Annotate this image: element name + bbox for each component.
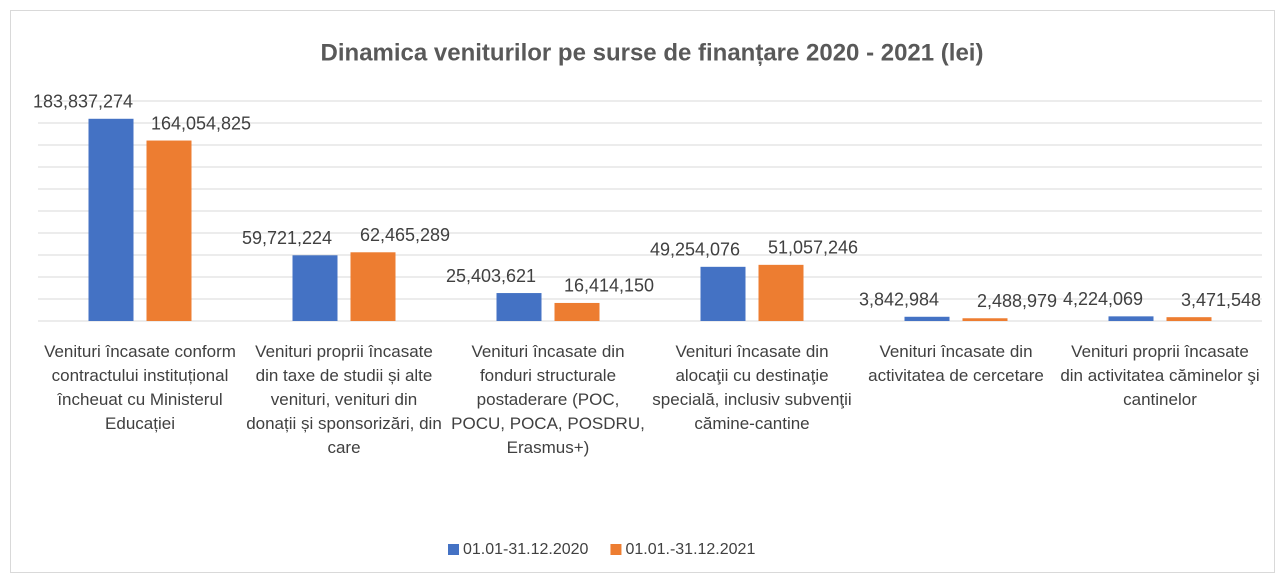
data-label: 16,414,150	[564, 276, 654, 296]
x-tick-label: Venituri încasate conform contractului i…	[44, 342, 236, 433]
x-tick-label: Venituri proprii încasate din taxe de st…	[246, 342, 442, 457]
legend-swatch	[448, 544, 459, 555]
data-label: 183,837,274	[33, 92, 133, 112]
legend-label: 01.01.-31.12.2021	[625, 541, 755, 558]
bar	[1166, 317, 1212, 321]
data-label: 51,057,246	[768, 238, 858, 258]
data-label: 4,224,069	[1063, 289, 1143, 309]
data-label: 59,721,224	[242, 228, 332, 248]
bar	[700, 266, 746, 321]
bar	[904, 316, 950, 321]
data-label: 49,254,076	[650, 240, 740, 260]
legend-label: 01.01-31.12.2020	[463, 541, 589, 558]
x-tick-label: Venituri încasate din alocaţii cu destin…	[652, 342, 852, 433]
bar	[292, 255, 338, 321]
data-label: 2,488,979	[977, 291, 1057, 311]
bar	[496, 293, 542, 321]
legend-swatch	[610, 544, 622, 555]
data-label: 3,471,548	[1181, 290, 1261, 310]
data-label: 164,054,825	[151, 113, 251, 133]
data-label: 25,403,621	[446, 266, 536, 286]
data-label: 62,465,289	[360, 225, 450, 245]
x-tick-label: Venituri încasate din activitatea de cer…	[868, 342, 1044, 385]
bar	[88, 118, 134, 322]
x-tick-label: Venituri încasate din fonduri structural…	[451, 342, 645, 457]
bar	[146, 140, 192, 321]
data-label: 3,842,984	[859, 290, 939, 310]
bar	[554, 302, 600, 321]
bar	[758, 264, 804, 321]
bar	[1108, 316, 1154, 321]
bar	[350, 252, 396, 321]
chart-border	[10, 10, 1275, 573]
x-tick-label: Venituri proprii încasate din activitate…	[1060, 342, 1260, 409]
chart-title: Dinamica veniturilor pe surse de finanța…	[321, 39, 984, 66]
bar	[962, 318, 1008, 321]
